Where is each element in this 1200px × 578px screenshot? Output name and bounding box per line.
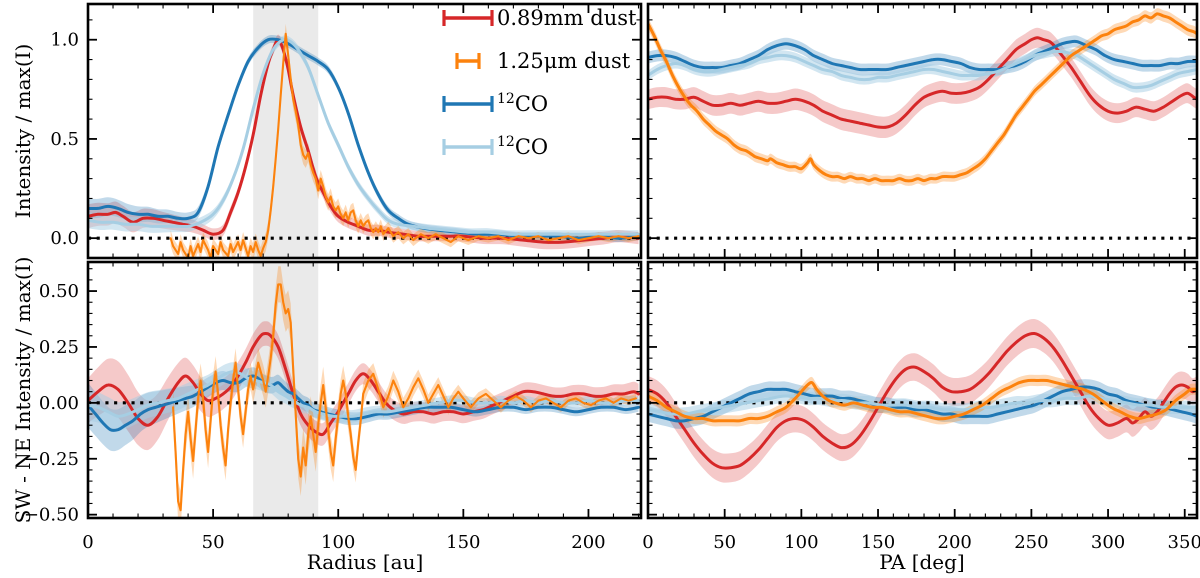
legend-label: 12CO bbox=[497, 134, 548, 159]
axis-ticks-bottom-right bbox=[647, 262, 1197, 518]
series-line-12co-second bbox=[88, 37, 640, 236]
legend-entry-0-89mm-dust: 0.89mm dust bbox=[442, 6, 637, 30]
y-tick-label: 0.50 bbox=[39, 281, 79, 302]
x-tick-label: 150 bbox=[861, 532, 895, 553]
y-tick-label: −0.25 bbox=[24, 449, 79, 470]
series-line-0-89mm-dust bbox=[88, 332, 640, 437]
series-line-1-25um-dust bbox=[169, 32, 640, 258]
legend-entry-12co: 12CO bbox=[442, 134, 548, 159]
x-tick-label: 200 bbox=[938, 532, 972, 553]
x-axis-label-left: Radius [au] bbox=[306, 550, 424, 574]
x-axis-label-right: PA [deg] bbox=[879, 550, 965, 574]
legend-label: 0.89mm dust bbox=[497, 6, 637, 30]
series-line-1-25um-dust bbox=[172, 283, 638, 512]
series-line-12co-second bbox=[648, 394, 1197, 416]
x-tick-label: 100 bbox=[321, 532, 355, 553]
x-tick-label: 350 bbox=[1168, 532, 1200, 553]
y-tick-label: −0.50 bbox=[24, 505, 79, 526]
panel-frame-bottom-right bbox=[646, 260, 1199, 520]
legend-entry-1-25-m-dust: 1.25μm dust bbox=[455, 49, 631, 73]
x-tick-label: 50 bbox=[202, 532, 225, 553]
x-tick-label: 250 bbox=[1014, 532, 1048, 553]
series-line-12co bbox=[648, 39, 1197, 72]
x-tick-label: 100 bbox=[784, 532, 818, 553]
series-line-1-25um-dust bbox=[648, 378, 1197, 423]
y-tick-label: 0.00 bbox=[39, 393, 79, 414]
y-axis-label-bottom: SW - NE Intensity / max(I) bbox=[11, 256, 35, 524]
error-band-1-25um-dust bbox=[173, 266, 636, 518]
error-band-12co-second bbox=[88, 362, 639, 431]
y-tick-label: 1.0 bbox=[50, 30, 79, 51]
panel-bottom-right: 0 50 100 150 200 250 300 350 bbox=[642, 260, 1200, 553]
y-axis-label-top: Intensity / max(I) bbox=[11, 43, 35, 219]
panel-frame-bottom-left bbox=[86, 260, 643, 520]
series-line-0-89mm-dust bbox=[648, 36, 1197, 129]
series-line-0-89mm-dust bbox=[648, 331, 1197, 470]
panel-top-left: 0.0 0.5 1.0 bbox=[50, 2, 643, 260]
y-tick-label: 0.0 bbox=[50, 228, 79, 249]
series-line-12co bbox=[648, 385, 1197, 423]
series-line-12co bbox=[88, 374, 640, 432]
panel-frame-top-left bbox=[86, 2, 643, 260]
legend-entry-12co: 12CO bbox=[442, 91, 548, 116]
x-tick-label: 0 bbox=[642, 532, 653, 553]
y-tick-label: 0.25 bbox=[39, 337, 79, 358]
error-band-12co bbox=[88, 367, 639, 452]
x-tick-label: 150 bbox=[446, 532, 480, 553]
x-tick-label: 200 bbox=[571, 532, 605, 553]
series-line-1-25um-dust bbox=[648, 12, 1197, 183]
x-tick-label: 50 bbox=[713, 532, 736, 553]
panel-bottom-left: −0.50 −0.25 0.00 0.25 0.50 0 50 100 150 200 bbox=[24, 260, 643, 553]
series-line-12co bbox=[88, 37, 640, 240]
legend-label: 12CO bbox=[497, 91, 548, 116]
error-band-0-89mm-dust bbox=[648, 318, 1197, 483]
axis-ticks-top-right bbox=[647, 4, 1197, 259]
series-line-12co-second bbox=[648, 49, 1197, 90]
x-tick-label: 0 bbox=[82, 532, 93, 553]
legend-label: 1.25μm dust bbox=[497, 49, 631, 73]
y-tick-label: 0.5 bbox=[50, 129, 79, 150]
panel-top-right bbox=[646, 2, 1199, 260]
legend: 0.89mm dust 1.25μm dust 12CO 12CO bbox=[442, 6, 637, 159]
error-band-1-25um-dust bbox=[648, 374, 1197, 427]
x-tick-label: 300 bbox=[1091, 532, 1125, 553]
panel-frame-top-right bbox=[646, 2, 1199, 260]
